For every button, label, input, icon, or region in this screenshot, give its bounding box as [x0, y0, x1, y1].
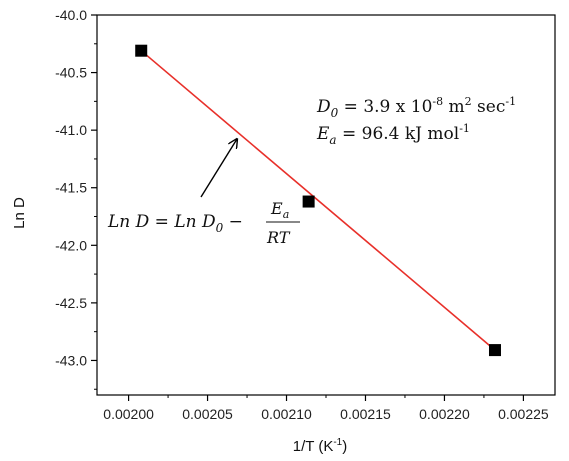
svg-text:Ln D = Ln D0 −: Ln D = Ln D0 −	[107, 212, 243, 235]
x-tick-label: 0.00205	[182, 406, 233, 422]
svg-text:Ea: Ea	[270, 199, 289, 221]
y-tick-label: -43.0	[55, 352, 87, 368]
y-tick-label: -42.5	[55, 295, 87, 311]
arrhenius-equation: Ln D = Ln D0 − Ea RT	[107, 199, 300, 247]
data-point	[135, 44, 148, 57]
svg-text:RT: RT	[266, 228, 291, 247]
x-tick-label: 0.00210	[261, 406, 312, 422]
d0-annotation: D0 = 3.9 x 10-8 m2 sec-1	[316, 95, 516, 120]
y-tick-label: -40.5	[55, 65, 87, 81]
y-axis-title: Ln D	[11, 197, 28, 229]
data-points	[135, 44, 501, 357]
y-axis: -40.0 -40.5 -41.0 -41.5 -42.0 -42.5 -43.0	[55, 7, 97, 390]
y-tick-label: -40.0	[55, 7, 87, 23]
y-tick-label: -42.0	[55, 237, 87, 253]
x-axis: 0.00200 0.00205 0.00210 0.00215 0.00220 0.002…	[103, 395, 549, 422]
data-point	[488, 344, 501, 357]
data-point	[302, 195, 315, 208]
x-tick-label: 0.00225	[498, 406, 549, 422]
x-tick-label: 0.00200	[103, 406, 154, 422]
annotation-arrow	[200, 139, 237, 198]
x-tick-label: 0.00220	[419, 406, 470, 422]
ea-annotation: Ea = 96.4 kJ mol-1	[316, 122, 470, 147]
x-tick-label: 0.00215	[340, 406, 391, 422]
fit-line	[140, 50, 496, 351]
y-tick-label: -41.5	[55, 180, 87, 196]
x-axis-title: 1/T (K-1)	[293, 437, 347, 455]
y-tick-label: -41.0	[55, 122, 87, 138]
